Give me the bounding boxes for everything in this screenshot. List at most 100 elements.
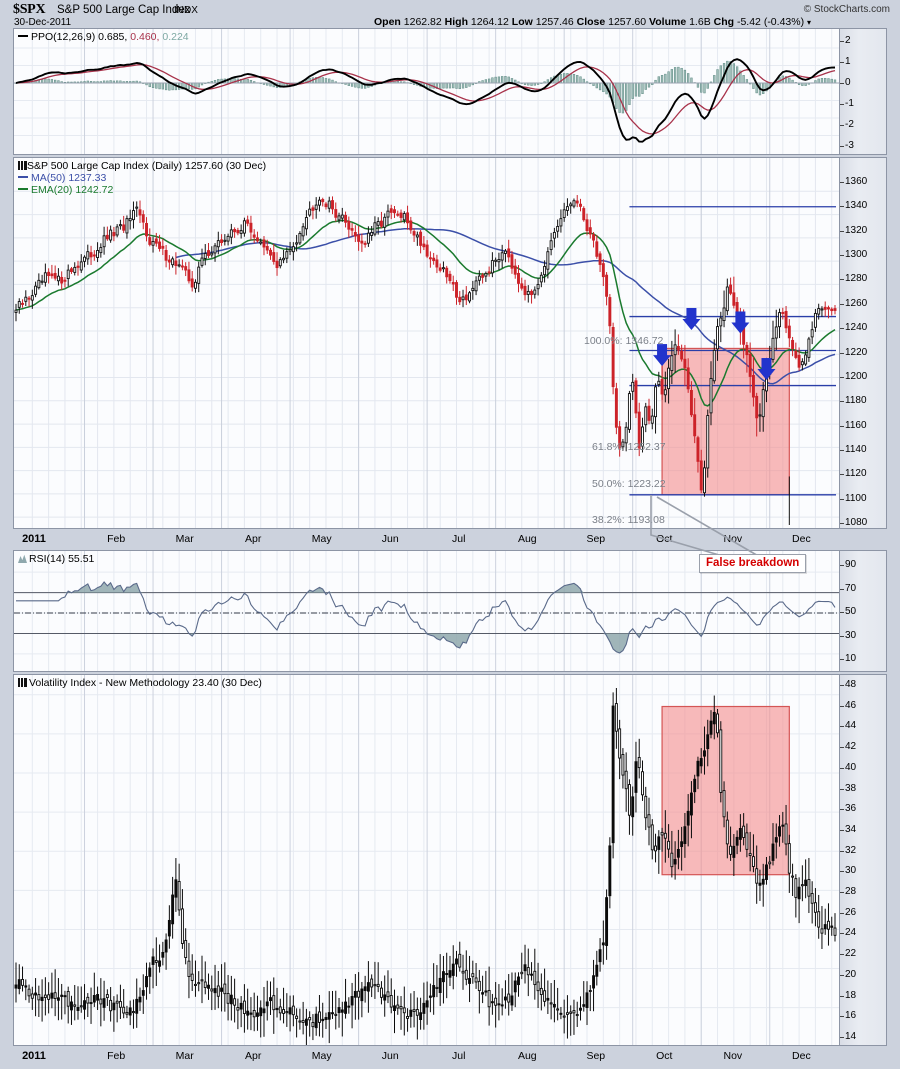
y-tick: 48 [839,679,857,690]
open-value: 1262.82 [403,16,442,28]
y-tick: 1340 [839,200,868,212]
y-tick: -3 [840,140,854,151]
y-tick: -1 [840,98,854,109]
vix-y-axis: 48 46 44 42 40 38 36 34 32 30 28 26 24 22 20 18 16 14 [839,675,886,1045]
x-tick-month: Jul [452,533,466,545]
x-tick-month: May [311,1050,332,1062]
false-breakdown-callout: False breakdown [699,554,807,573]
x-tick-month: Aug [517,533,537,545]
price-legend-text: S&P 500 Large Cap Index (Daily) 1257.60 … [27,160,267,172]
ppo-hist-value: 0.224 [162,31,189,43]
vix-chart-svg [14,675,839,1045]
y-tick: 20 [839,968,857,980]
ppo-legend: PPO(12,26,9) 0.685, 0.460, 0.224 [18,31,189,43]
y-tick: 38 [839,782,857,794]
x-tick-year: 2011 [22,533,46,545]
x-tick-month: Dec [792,533,811,545]
vix-legend-text: Volatility Index - New Methodology 23.40… [29,677,262,689]
y-tick: 34 [839,823,857,835]
vix-plot [14,675,886,1045]
y-tick: 0 [840,77,851,88]
x-tick-month: Apr [245,1050,262,1062]
x-tick-month: Mar [175,1050,194,1062]
x-tick-month: Jul [452,1050,466,1062]
price-chart-svg [14,158,839,528]
low-value: 1257.46 [535,16,574,28]
x-tick-month: Jun [381,1050,399,1062]
y-tick: 1320 [839,224,868,236]
close-label: Close [576,16,606,28]
price-panel: S&P 500 Large Cap Index (Daily) 1257.60 … [13,157,887,529]
ppo-legend-text: PPO(12,26,9) 0.685, [31,31,128,43]
volume-label: Volume [649,16,687,28]
y-tick: 1120 [840,468,867,480]
low-label: Low [511,16,533,28]
close-value: 1257.60 [608,16,647,28]
x-tick-month: Sep [586,533,606,545]
ppo-chart-svg [14,29,839,154]
volume-value: 1.6B [689,16,711,28]
fib-label-50: 50.0%: 1223.22 [592,478,666,490]
y-tick: 28 [839,886,857,898]
y-tick: 50 [839,606,857,617]
y-tick: 1200 [839,370,868,382]
y-tick: 1080 [839,517,868,528]
ppo-panel: PPO(12,26,9) 0.685, 0.460, 0.224 2 1 0 -1 -2… [13,28,887,155]
vix-panel: Volatility Index - New Methodology 23.40… [13,674,887,1046]
quote-date: 30-Dec-2011 [14,17,72,28]
y-tick: -2 [840,119,854,130]
y-tick: 1220 [839,346,868,358]
y-tick: 1160 [840,419,867,431]
down-arrow-icon [731,311,750,334]
x-tick-month: Sep [586,1050,606,1062]
ma50-label: MA(50) 1237.33 [31,172,107,184]
rsi-plot [14,551,886,671]
x-tick-month: Apr [245,533,262,545]
price-legend: S&P 500 Large Cap Index (Daily) 1257.60 … [18,160,266,196]
ma50-legend: MA(50) 1237.33 [18,172,266,184]
y-tick: 1260 [839,297,868,309]
y-tick: 2 [840,35,851,46]
price-y-axis: 1360 1340 1320 1300 1280 1260 1240 1220 1200 1180… [839,158,886,528]
y-tick: 14 [839,1031,857,1042]
y-tick: 10 [839,653,857,664]
x-tick-month: Mar [175,533,194,545]
x-axis-bottom: 2011 Feb Mar Apr May Jun Jul Aug Sep Oct Nov Dec [0,1047,900,1067]
y-tick: 1100 [840,492,867,504]
open-label: Open [374,16,401,28]
x-tick-month: Feb [107,1050,126,1062]
rsi-legend: RSI(14) 55.51 [18,553,94,565]
chevron-down-icon[interactable]: ▾ [807,18,812,27]
y-tick: 42 [839,741,857,753]
x-tick-month: Oct [656,533,673,545]
y-tick: 32 [839,844,857,856]
vix-legend: Volatility Index - New Methodology 23.40… [18,677,262,689]
ppo-y-axis: 2 1 0 -1 -2 -3 [839,29,886,154]
x-tick-month: Dec [792,1050,811,1062]
price-plot [14,158,886,528]
y-tick: 24 [839,927,857,939]
chart-header: $SPX S&P 500 Large Cap Index INDX © Stoc… [0,0,900,28]
y-tick: 36 [839,803,857,815]
y-tick: 70 [839,582,857,594]
ema20-swatch-icon [18,188,28,191]
x-tick-month: Aug [517,1050,537,1062]
y-tick: 16 [839,1010,857,1022]
y-tick: 46 [839,699,857,711]
y-tick: 1 [840,56,851,67]
index-name: S&P 500 Large Cap Index [57,4,191,16]
y-tick: 90 [839,559,857,570]
down-arrow-icon [653,344,672,367]
high-label: High [444,16,468,28]
candle-icon [18,161,27,170]
rsi-legend-text: RSI(14) 55.51 [29,553,95,565]
down-arrow-icon [757,358,776,381]
down-arrow-icon [682,307,701,330]
y-tick: 1360 [839,176,868,187]
x-axis-middle: 2011 Feb Mar Apr May Jun Jul Aug Sep Oct Nov Dec [0,530,900,550]
ma50-swatch-icon [18,176,28,179]
ppo-plot [14,29,886,154]
rsi-panel: RSI(14) 55.51 90 70 50 30 10 [13,550,887,672]
ppo-signal-value: 0.460, [130,31,160,43]
